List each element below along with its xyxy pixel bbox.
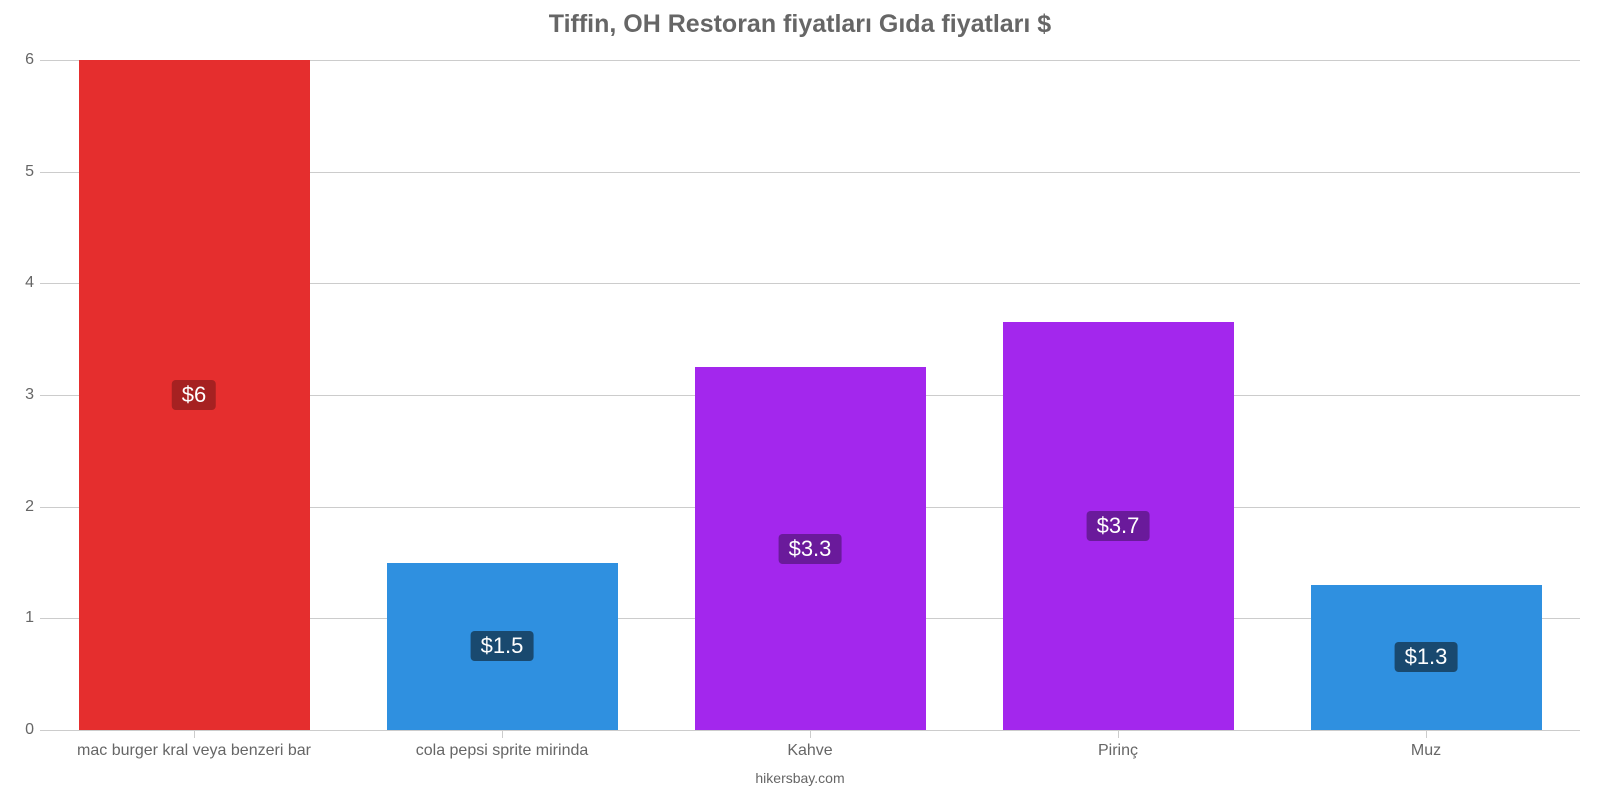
x-tick-mark: [1426, 730, 1427, 738]
x-tick-label: Muz: [1411, 742, 1441, 760]
y-tick-label: 1: [25, 609, 34, 627]
y-tick-label: 0: [25, 721, 34, 739]
x-tick-mark: [194, 730, 195, 738]
bar-value-label: $1.3: [1395, 642, 1458, 672]
x-tick-label: cola pepsi sprite mirinda: [416, 742, 589, 760]
y-tick-label: 3: [25, 386, 34, 404]
price-bar-chart: Tiffin, OH Restoran fiyatları Gıda fiyat…: [0, 0, 1600, 800]
chart-credit: hikersbay.com: [0, 770, 1600, 786]
chart-title: Tiffin, OH Restoran fiyatları Gıda fiyat…: [0, 10, 1600, 39]
y-tick-label: 4: [25, 274, 34, 292]
plot-area: $6 $1.5 $3.3 $3.7 $1.3: [40, 60, 1580, 730]
y-tick-label: 2: [25, 498, 34, 516]
x-tick-label: Kahve: [787, 742, 832, 760]
x-tick-mark: [502, 730, 503, 738]
bar-value-label: $1.5: [471, 631, 534, 661]
bar-value-label: $3.3: [779, 534, 842, 564]
x-tick-mark: [1118, 730, 1119, 738]
x-tick-label: mac burger kral veya benzeri bar: [77, 742, 311, 760]
y-tick-label: 6: [25, 51, 34, 69]
bar-value-label: $3.7: [1087, 511, 1150, 541]
x-tick-mark: [810, 730, 811, 738]
x-tick-label: Pirinç: [1098, 742, 1138, 760]
bar-value-label: $6: [172, 380, 216, 410]
y-tick-label: 5: [25, 163, 34, 181]
